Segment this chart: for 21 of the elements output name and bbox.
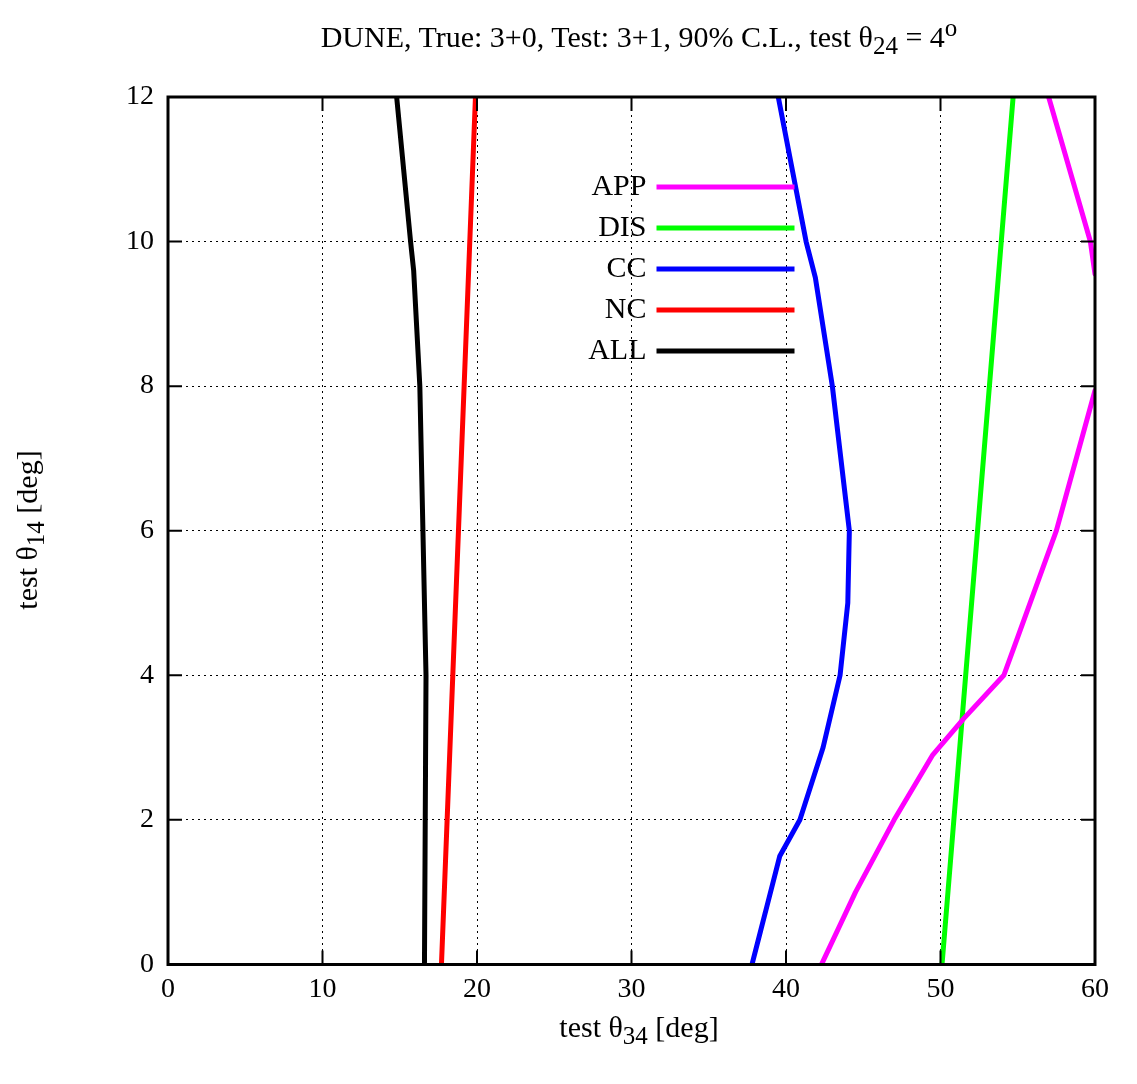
legend-label: APP	[591, 167, 647, 201]
x-tick-label: 40	[772, 971, 800, 1003]
x-tick-label: 0	[161, 971, 175, 1003]
legend-label: ALL	[588, 331, 647, 365]
legend-label: DIS	[598, 208, 647, 242]
x-axis-title: test θ$_{34}$ [deg]	[558, 1010, 720, 1050]
x-tick-label: 20	[463, 971, 491, 1003]
y-tick-label: 0	[140, 946, 154, 978]
x-tick-label: 60	[1081, 971, 1109, 1003]
legend-label: CC	[606, 249, 647, 283]
x-tick-label: 10	[308, 971, 337, 1003]
y-tick-label: 12	[126, 79, 154, 111]
y-tick-label: 6	[140, 513, 154, 545]
y-tick-label: 4	[140, 657, 154, 689]
y-tick-label: 2	[140, 802, 154, 834]
x-tick-label: 30	[617, 971, 646, 1003]
legend-label: NC	[604, 290, 647, 324]
y-tick-label: 8	[140, 368, 154, 400]
y-tick-label: 10	[126, 223, 154, 255]
chart-title: DUNE, True: 3+0, Test: 3+1, 90% C.L., test θ$_{24}$ = 4$^{o}$	[319, 14, 959, 60]
x-tick-label: 50	[926, 971, 955, 1003]
